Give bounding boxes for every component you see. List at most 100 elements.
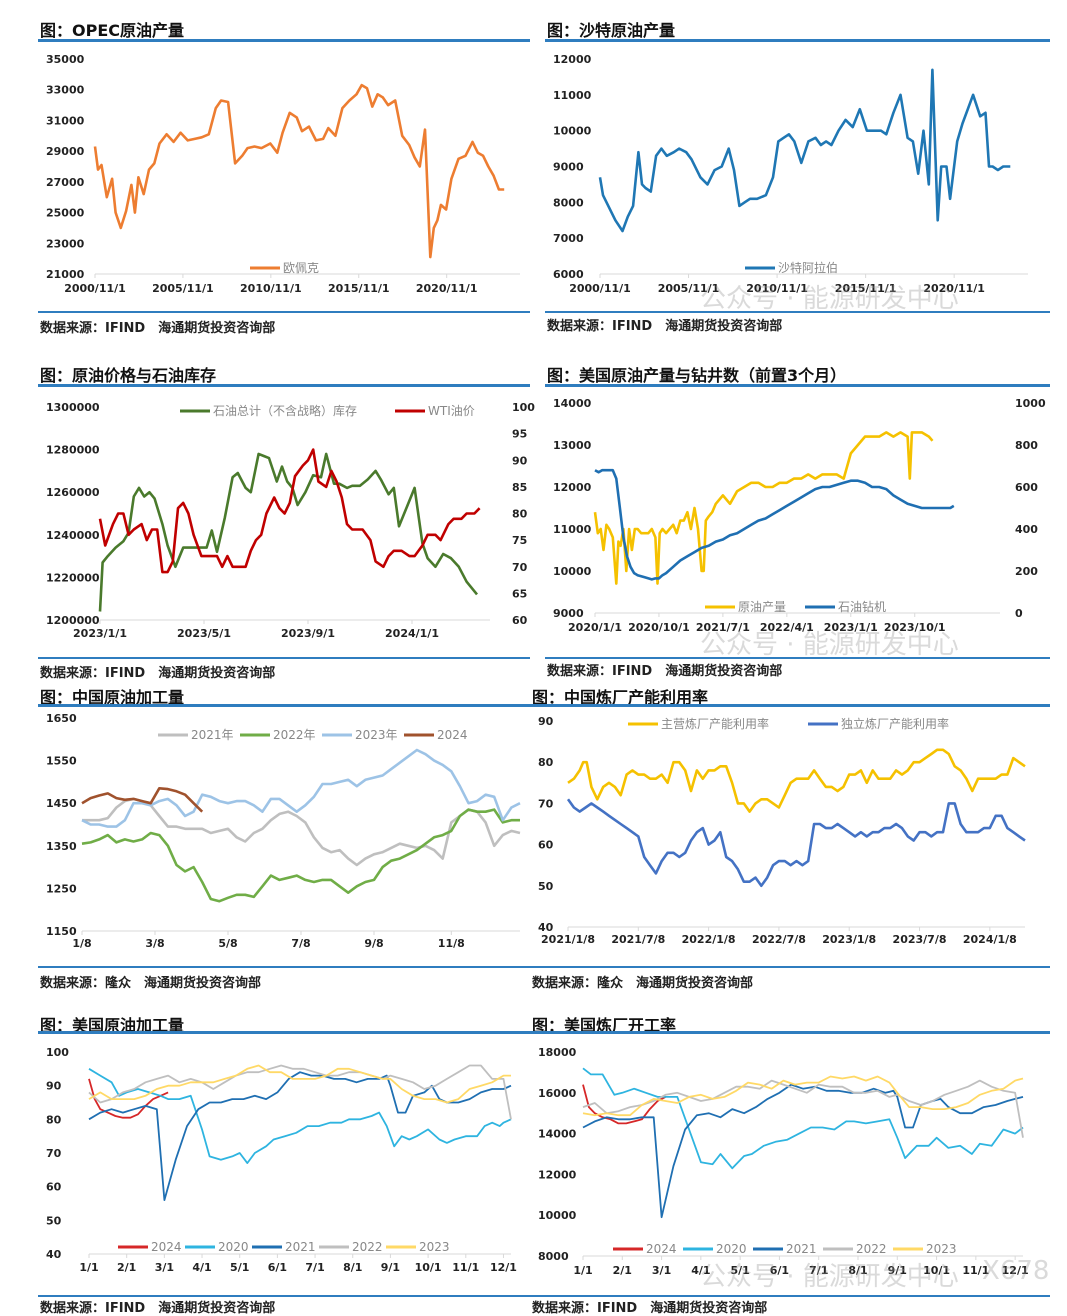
y-tick-label: 14000	[553, 397, 592, 410]
legend-label: 欧佩克	[283, 261, 319, 275]
y-tick-label: 40	[538, 921, 554, 934]
series-line	[98, 452, 479, 612]
data-source: 数据来源：IFIND 海通期货投资咨询部	[547, 664, 783, 679]
y-tick-label: 1550	[46, 755, 77, 768]
y-tick-label: 7000	[553, 232, 584, 245]
x-tick-label: 2/1	[117, 1261, 136, 1274]
y-tick-label: 1260000	[46, 486, 100, 499]
y-tick-label: 1200000	[46, 614, 100, 627]
x-tick-label: 2015/11/1	[328, 282, 390, 295]
y2-tick-label: 75	[512, 534, 527, 547]
series-line	[81, 748, 521, 828]
x-tick-label: 12/1	[490, 1261, 517, 1274]
y2-tick-label: 400	[1015, 523, 1038, 536]
x-tick-label: 12/1	[1002, 1264, 1029, 1277]
series-line	[82, 797, 521, 867]
x-tick-label: 1/1	[573, 1264, 592, 1277]
title-divider	[545, 39, 1050, 42]
series-line	[566, 798, 1026, 888]
series-line	[593, 431, 934, 585]
source-divider	[38, 311, 530, 313]
x-tick-label: 5/1	[230, 1261, 249, 1274]
x-tick-label: 7/1	[809, 1264, 828, 1277]
series-line	[598, 68, 1011, 233]
x-tick-label: 2005/11/1	[658, 282, 720, 295]
y-tick-label: 11000	[553, 89, 592, 102]
y2-tick-label: 100	[512, 401, 535, 414]
y-tick-label: 90	[538, 715, 554, 728]
series-line	[88, 1071, 512, 1201]
title-divider	[38, 1031, 530, 1034]
x-tick-label: 2022/4/1	[760, 621, 814, 634]
y-tick-label: 60	[538, 839, 554, 852]
y2-tick-label: 600	[1015, 481, 1038, 494]
title-divider	[38, 384, 530, 387]
y-tick-label: 1450	[46, 797, 77, 810]
series-line	[582, 1084, 666, 1125]
y-tick-label: 12000	[538, 1168, 577, 1181]
series-line	[88, 1064, 511, 1104]
y-tick-label: 21000	[46, 268, 85, 281]
series-line	[582, 1075, 1024, 1117]
x-tick-label: 7/1	[305, 1261, 324, 1274]
y-tick-label: 1350	[46, 840, 77, 853]
series-line	[567, 748, 1026, 813]
x-tick-label: 2024/1/1	[385, 627, 439, 640]
legend-label: WTI油价	[428, 404, 475, 418]
y-tick-label: 12000	[553, 481, 592, 494]
x-tick-label: 2015/11/1	[835, 282, 897, 295]
series-line	[582, 1083, 1024, 1219]
legend-label: 原油产量	[738, 600, 786, 614]
y-tick-label: 80	[538, 756, 554, 769]
y-tick-label: 9000	[553, 161, 584, 174]
series-line	[93, 83, 505, 259]
y-tick-label: 40	[46, 1248, 62, 1261]
x-tick-label: 3/1	[652, 1264, 671, 1277]
y2-tick-label: 90	[512, 454, 528, 467]
y-tick-label: 13000	[553, 439, 592, 452]
source-divider	[530, 966, 1050, 968]
y-tick-label: 70	[46, 1147, 62, 1160]
series-line	[81, 808, 520, 903]
x-tick-label: 2020/11/1	[416, 282, 478, 295]
y-tick-label: 50	[538, 880, 554, 893]
y-tick-label: 10000	[553, 125, 592, 138]
legend-label: 2024	[151, 1240, 182, 1254]
x-tick-label: 3/1	[155, 1261, 174, 1274]
x-tick-label: 5/1	[730, 1264, 749, 1277]
legend-label: 2024	[437, 728, 468, 742]
title-divider	[38, 704, 530, 707]
data-source: 数据来源：IFIND 海通期货投资咨询部	[40, 666, 276, 681]
y-tick-label: 100	[46, 1046, 69, 1059]
legend-label: 石油钻机	[838, 599, 886, 614]
x-tick-label: 6/1	[268, 1261, 287, 1274]
x-tick-label: 2023/9/1	[281, 627, 335, 640]
data-source: 数据来源：IFIND 海通期货投资咨询部	[547, 319, 783, 334]
x-tick-label: 11/1	[452, 1261, 479, 1274]
x-tick-label: 2024/1/8	[963, 933, 1017, 946]
x-tick-label: 6/1	[770, 1264, 789, 1277]
chart-title: 图：OPEC原油产量	[40, 21, 185, 40]
chart-title: 图：中国原油加工量	[40, 688, 185, 707]
x-tick-label: 2020/11/1	[923, 282, 985, 295]
x-tick-label: 2020/1/1	[568, 621, 622, 634]
y-tick-label: 14000	[538, 1128, 577, 1141]
legend-label: 石油总计（不含战略）库存	[213, 403, 357, 418]
title-divider	[530, 1031, 1050, 1034]
data-source: 数据来源：IFIND 海通期货投资咨询部	[532, 1301, 768, 1316]
x-tick-label: 8/1	[848, 1264, 867, 1277]
x-tick-label: 2022/7/8	[752, 933, 806, 946]
y-tick-label: 10000	[538, 1209, 577, 1222]
y2-tick-label: 80	[512, 508, 528, 521]
data-source: 数据来源：IFIND 海通期货投资咨询部	[40, 321, 276, 336]
x-tick-label: 5/8	[218, 937, 237, 950]
y2-tick-label: 95	[512, 428, 527, 441]
legend-label: 2022年	[273, 728, 316, 742]
legend-label: 2023	[419, 1240, 450, 1254]
legend-label: 2022	[352, 1240, 383, 1254]
x-tick-label: 10/1	[415, 1261, 442, 1274]
x-tick-label: 1/1	[79, 1261, 98, 1274]
x-tick-label: 11/1	[962, 1264, 989, 1277]
y-tick-label: 33000	[46, 84, 85, 97]
